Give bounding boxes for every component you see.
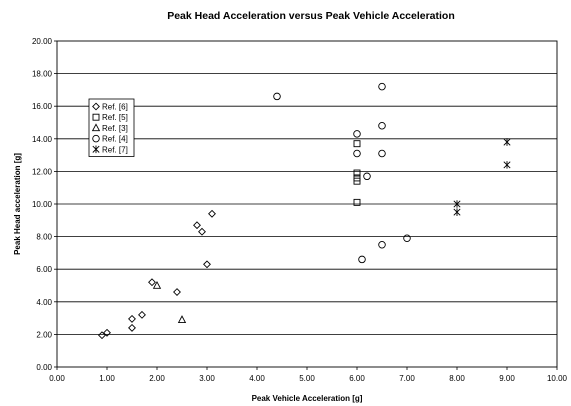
data-point-diamond [128, 323, 136, 332]
x-axis-label: Peak Vehicle Acceleration [g] [252, 394, 363, 403]
legend: Ref. [6]Ref. [5] Ref. [3] Ref. [4]Ref. [7] [88, 98, 135, 157]
data-point-circle [353, 130, 361, 138]
data-point-diamond [203, 260, 211, 269]
data-point-circle [378, 82, 386, 91]
y-tick-label: 18.00 [32, 70, 53, 79]
legend-marker-triangle [91, 123, 101, 132]
data-point-circle [378, 149, 386, 158]
data-point-diamond [198, 227, 206, 236]
y-tick-label: 8.00 [36, 233, 52, 242]
data-point-star [453, 208, 461, 216]
x-tick-label: 2.00 [149, 374, 165, 383]
x-tick-label: 3.00 [199, 374, 215, 383]
chart-title: Peak Head Acceleration versus Peak Vehic… [167, 10, 455, 22]
data-point-star [503, 138, 511, 146]
data-point-diamond [103, 328, 111, 337]
data-point-diamond [98, 331, 106, 340]
data-point-circle [378, 240, 386, 249]
data-point-diamond [148, 278, 156, 287]
legend-marker-circle [92, 134, 100, 143]
x-tick-label: 8.00 [449, 374, 465, 383]
y-tick-label: 12.00 [32, 167, 53, 176]
data-point-diamond [208, 209, 216, 218]
y-axis-label: Peak Head acceleration [g] [13, 153, 22, 255]
x-tick-label: 4.00 [249, 374, 265, 383]
x-tick-label: 6.00 [349, 374, 365, 383]
x-tick-label: 7.00 [399, 374, 415, 383]
gridlines [57, 73, 557, 335]
data-point-circle [273, 92, 281, 101]
data-point-square [353, 169, 361, 177]
x-tick-label: 1.00 [99, 374, 115, 383]
data-point-circle [378, 122, 386, 130]
data-point-star [503, 161, 511, 169]
data-point-triangle [177, 315, 187, 323]
x-tick-label: 5.00 [299, 374, 315, 383]
x-tick-label: 10.00 [547, 374, 568, 383]
x-tick-label: 0.00 [49, 374, 65, 383]
legend-label: Ref. [4] [102, 135, 128, 144]
data-point-circle [353, 149, 361, 158]
legend-label: Ref. [3] [102, 124, 128, 133]
data-point-square [353, 140, 361, 148]
y-tick-label: 16.00 [32, 102, 53, 111]
y-tick-label: 0.00 [36, 363, 52, 372]
legend-marker-star [92, 145, 100, 154]
data-point-circle [358, 255, 366, 264]
data-point-circle [363, 172, 371, 181]
legend-label: Ref. [6] [102, 103, 128, 112]
legend-marker-square [92, 113, 100, 121]
y-tick-label: 2.00 [36, 330, 52, 339]
data-point-square [353, 198, 361, 206]
y-tick-label: 20.00 [32, 37, 53, 46]
y-tick-label: 10.00 [32, 200, 53, 209]
y-tick-label: 6.00 [36, 265, 52, 274]
data-point-diamond [173, 288, 181, 296]
legend-label: Ref. [7] [102, 145, 128, 154]
data-point-diamond [193, 221, 201, 230]
data-points [98, 82, 511, 340]
data-point-diamond [128, 314, 136, 323]
legend-label: Ref. [5] [102, 113, 128, 122]
axis-ticks: 0.00 2.00 4.00 6.00 8.00 10.00 12.00 14.00 16.00… [32, 37, 568, 383]
data-point-star [453, 200, 461, 208]
y-tick-label: 4.00 [36, 298, 52, 307]
data-point-square [353, 177, 361, 185]
legend-marker-diamond [92, 102, 100, 111]
data-point-circle [403, 234, 411, 242]
x-tick-label: 9.00 [499, 374, 515, 383]
data-point-diamond [138, 310, 146, 319]
legend-box [88, 98, 135, 157]
y-tick-label: 14.00 [32, 135, 53, 144]
data-point-triangle [152, 280, 162, 289]
